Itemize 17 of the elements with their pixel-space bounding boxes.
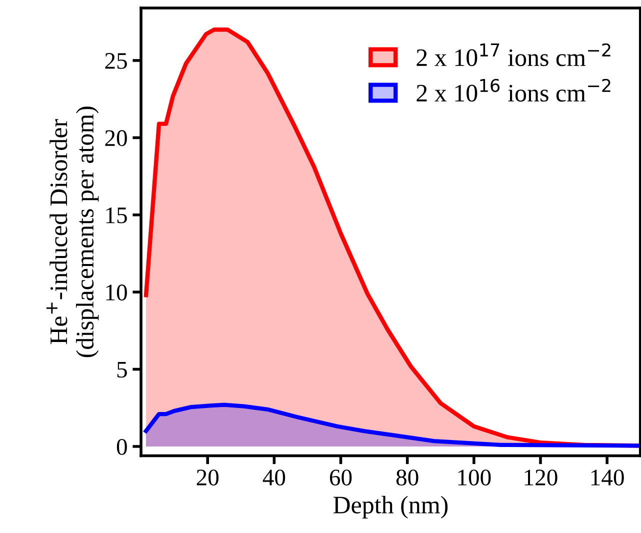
- y-tick-label: 5: [117, 362, 127, 378]
- legend-label: 2 x 10$^{17}$ ions cm$^{−2}$: [416, 43, 610, 66]
- y-tick-label: 20: [105, 130, 127, 146]
- x-axis-title: Depth (nm): [333, 496, 448, 519]
- x-tick-label: 20: [196, 470, 219, 486]
- x-tick-label: 60: [330, 470, 352, 486]
- legend-label: 2 x 10$^{16}$ ions cm$^{−2}$: [416, 78, 610, 102]
- y-tick-label: 10: [106, 284, 127, 300]
- x-tick-label: 100: [458, 470, 491, 486]
- y-axis-title: He$^{+}$-induced Disorder (displacements per atom): [46, 106, 99, 358]
- x-tick-label: 40: [262, 470, 286, 486]
- y-tick-label: 0: [116, 438, 127, 455]
- x-tick-label: 80: [396, 470, 418, 486]
- x-tick-label: 120: [524, 470, 558, 486]
- y-tick-label: 15: [106, 207, 127, 224]
- x-tick-label: 140: [591, 470, 624, 486]
- y-tick-label: 25: [105, 53, 127, 69]
